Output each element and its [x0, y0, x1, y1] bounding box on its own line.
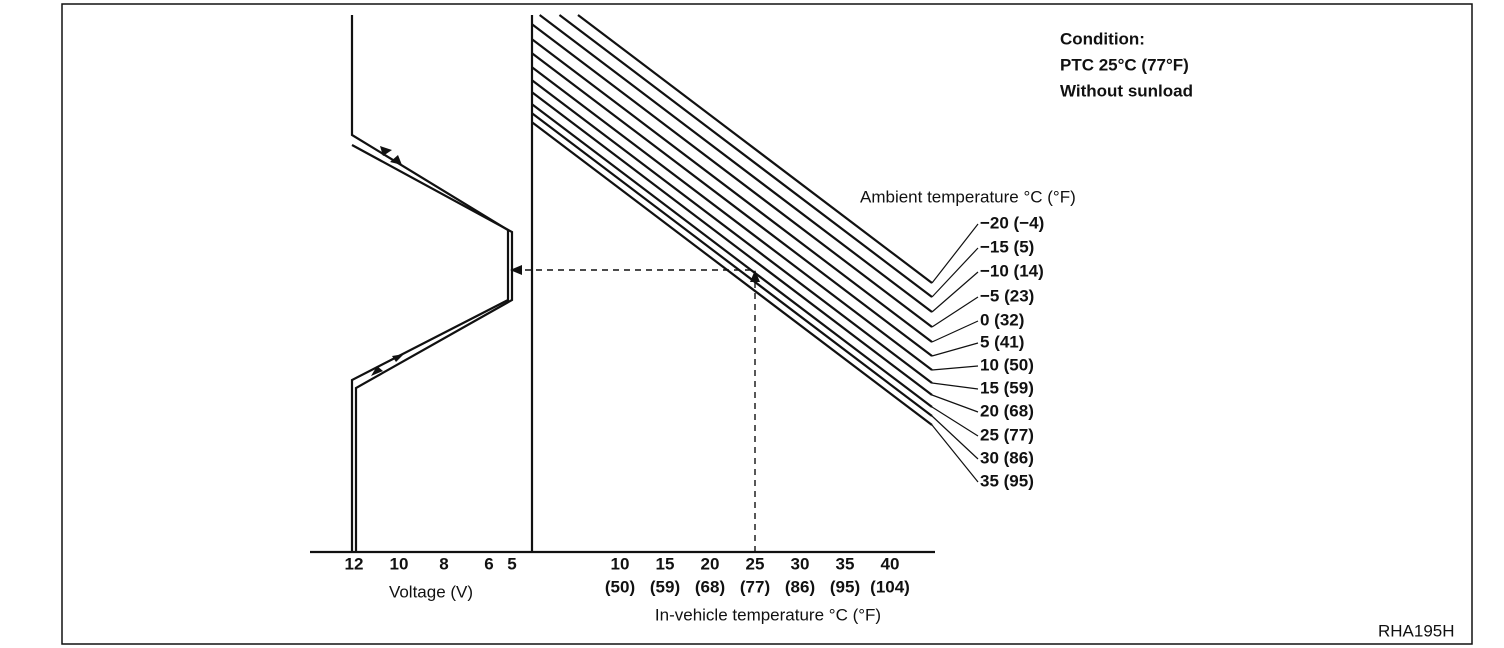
- ambient-label: 30 (86): [980, 448, 1034, 467]
- ambient-label: −15 (5): [980, 237, 1034, 256]
- temp-tick-f: (50): [605, 577, 635, 596]
- ambient-line: [531, 38, 933, 343]
- ambient-label: 25 (77): [980, 425, 1034, 444]
- leader: [931, 320, 979, 343]
- leader: [931, 365, 979, 371]
- ambient-line: [531, 103, 933, 408]
- axis-label: In-vehicle temperature °C (°F): [655, 605, 881, 624]
- leader: [931, 296, 979, 328]
- axis-label: Voltage (V): [389, 582, 473, 601]
- temp-tick-f: (77): [740, 577, 770, 596]
- voltage-tick: 8: [439, 554, 448, 573]
- temp-tick: 15: [656, 554, 675, 573]
- ambient-line: [531, 121, 933, 426]
- voltage-tick: 12: [345, 554, 364, 573]
- ambient-line: [531, 52, 933, 357]
- temp-tick-f: (95): [830, 577, 860, 596]
- ambient-label: 20 (68): [980, 401, 1034, 420]
- ambient-label: 0 (32): [980, 310, 1024, 329]
- temp-tick-f: (104): [870, 577, 910, 596]
- arrows: [371, 146, 404, 376]
- leader: [931, 424, 979, 483]
- ambient-label: −10 (14): [980, 261, 1044, 280]
- leader: [931, 394, 979, 413]
- frame: [61, 3, 1473, 645]
- figure-id: RHA195H: [1378, 621, 1455, 640]
- ambient-label: −5 (23): [980, 286, 1034, 305]
- ambient-label: 10 (50): [980, 355, 1034, 374]
- temp-tick: 10: [611, 554, 630, 573]
- leader: [931, 223, 979, 284]
- voltage-tick: 5: [507, 554, 516, 573]
- temp-tick: 20: [701, 554, 720, 573]
- condition: Condition:: [1060, 29, 1145, 48]
- temp-tick-f: (59): [650, 577, 680, 596]
- temp-tick: 35: [836, 554, 855, 573]
- voltage-tick: 6: [484, 554, 493, 573]
- ambient-title: Ambient temperature °C (°F): [860, 187, 1076, 206]
- leader: [931, 342, 979, 357]
- leader: [931, 271, 979, 313]
- ambient-line: [531, 91, 933, 396]
- temp-tick: 25: [746, 554, 765, 573]
- leader: [931, 382, 979, 390]
- leader: [931, 406, 979, 437]
- temp-tick-f: (86): [785, 577, 815, 596]
- ambient-line: [538, 14, 933, 313]
- voltage-curve-inner: [351, 144, 514, 552]
- leader: [931, 415, 979, 460]
- ambient-line: [531, 23, 933, 328]
- leader: [931, 247, 979, 298]
- ambient-line: [531, 112, 933, 417]
- ambient-line: [558, 14, 933, 298]
- condition: Without sunload: [1060, 81, 1193, 100]
- ambient-line: [577, 14, 933, 284]
- ambient-line: [531, 79, 933, 384]
- ambient-label: 15 (59): [980, 378, 1034, 397]
- voltage-tick: 10: [390, 554, 409, 573]
- ambient-label: 5 (41): [980, 332, 1024, 351]
- ambient-line: [531, 66, 933, 371]
- temp-tick: 40: [881, 554, 900, 573]
- temp-tick-f: (68): [695, 577, 725, 596]
- voltage-curve: [350, 15, 510, 552]
- condition: PTC 25°C (77°F): [1060, 55, 1189, 74]
- ambient-label: 35 (95): [980, 471, 1034, 490]
- dashed-guide: [518, 269, 756, 552]
- ambient-label: −20 (−4): [980, 213, 1044, 232]
- temp-tick: 30: [791, 554, 810, 573]
